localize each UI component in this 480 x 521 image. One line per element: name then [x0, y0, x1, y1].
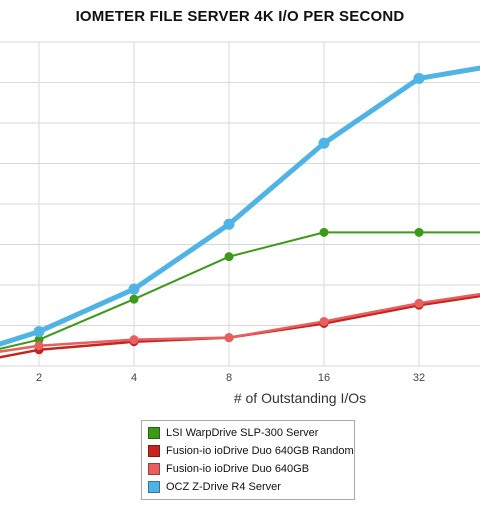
x-tick-label: 8 [226, 372, 232, 384]
data-point [223, 218, 235, 230]
data-point [224, 333, 234, 343]
series-line [0, 65, 480, 347]
legend-swatch [148, 445, 160, 457]
data-point [319, 227, 329, 237]
legend-label: OCZ Z-Drive R4 Server [166, 481, 281, 493]
x-tick-label: 16 [318, 372, 330, 384]
chart-title: IOMETER FILE SERVER 4K I/O PER SECOND [75, 8, 405, 25]
x-tick-label: 4 [131, 372, 137, 384]
x-axis-label: # of Outstanding I/Os [233, 390, 367, 406]
data-point [128, 283, 140, 295]
data-point [414, 298, 424, 308]
data-point [413, 72, 425, 84]
legend-swatch [148, 463, 160, 475]
legend-item: Fusion-io ioDrive Duo 640GB [142, 460, 354, 478]
data-point [129, 294, 139, 304]
legend-swatch [148, 427, 160, 439]
series-line [0, 294, 480, 359]
data-point [318, 137, 330, 149]
legend-item: OCZ Z-Drive R4 Server [142, 478, 354, 496]
legend-item: Fusion-io ioDrive Duo 640GB Random [142, 442, 354, 460]
series-line [0, 292, 480, 353]
legend-item: LSI WarpDrive SLP-300 Server [142, 424, 354, 442]
legend-label: Fusion-io ioDrive Duo 640GB [166, 463, 310, 475]
legend: LSI WarpDrive SLP-300 Server Fusion-io i… [141, 420, 355, 500]
data-point [414, 227, 424, 237]
legend-swatch [148, 481, 160, 493]
data-point [129, 335, 139, 345]
data-point [319, 316, 329, 326]
data-point [224, 252, 234, 262]
data-point [34, 341, 44, 351]
legend-label: LSI WarpDrive SLP-300 Server [166, 427, 319, 439]
legend-label: Fusion-io ioDrive Duo 640GB Random [166, 445, 354, 457]
data-point [33, 326, 45, 338]
x-tick-label: 32 [413, 372, 425, 384]
x-tick-label: 2 [36, 372, 42, 384]
